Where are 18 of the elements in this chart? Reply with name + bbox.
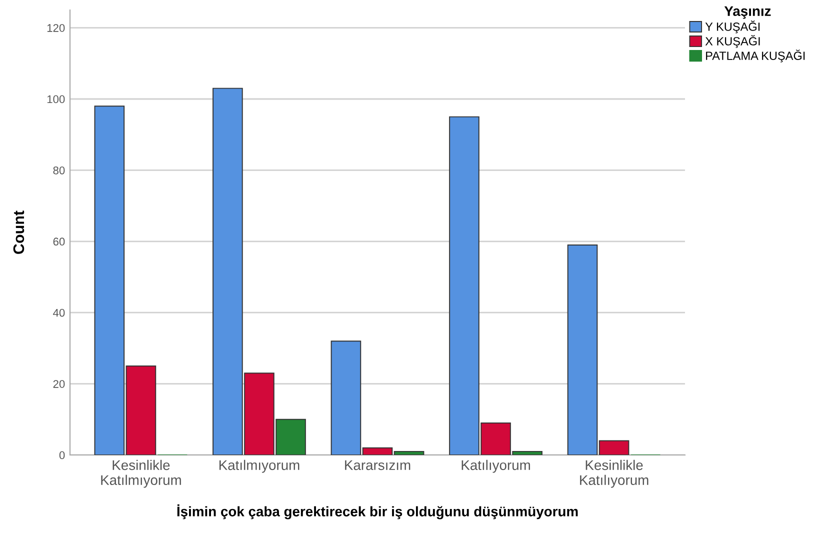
legend-label: PATLAMA KUŞAĞI — [706, 50, 805, 62]
x-axis-title: İşimin çok çaba gerektirecek bir iş olduğunu düşünmüyorum — [177, 504, 578, 520]
y-axis-title: Count — [13, 210, 24, 254]
y-tick-label: 80 — [53, 166, 65, 174]
y-tick-label: 40 — [53, 308, 65, 317]
x-tick-label: Kesinlikle Katılmıyorum — [101, 460, 181, 488]
legend-label: Y KUŞAĞI — [705, 20, 760, 34]
legend-label: X KUŞAĞI — [705, 35, 760, 48]
y-tick-label: 60 — [53, 238, 65, 246]
y-tick-label: 0 — [59, 451, 65, 460]
legend-title: Yaşınız — [724, 6, 771, 19]
y-tick-label: 20 — [53, 380, 65, 388]
x-tick-label: Kesinlikle Katılıyorum — [580, 460, 648, 488]
x-tick-label: Katılmıyorum — [219, 460, 300, 473]
y-tick-label: 100 — [47, 95, 65, 104]
x-tick-label: Katılıyorum — [462, 460, 530, 473]
x-tick-label: Kararsızım — [345, 460, 410, 470]
y-tick-label: 120 — [47, 24, 65, 32]
